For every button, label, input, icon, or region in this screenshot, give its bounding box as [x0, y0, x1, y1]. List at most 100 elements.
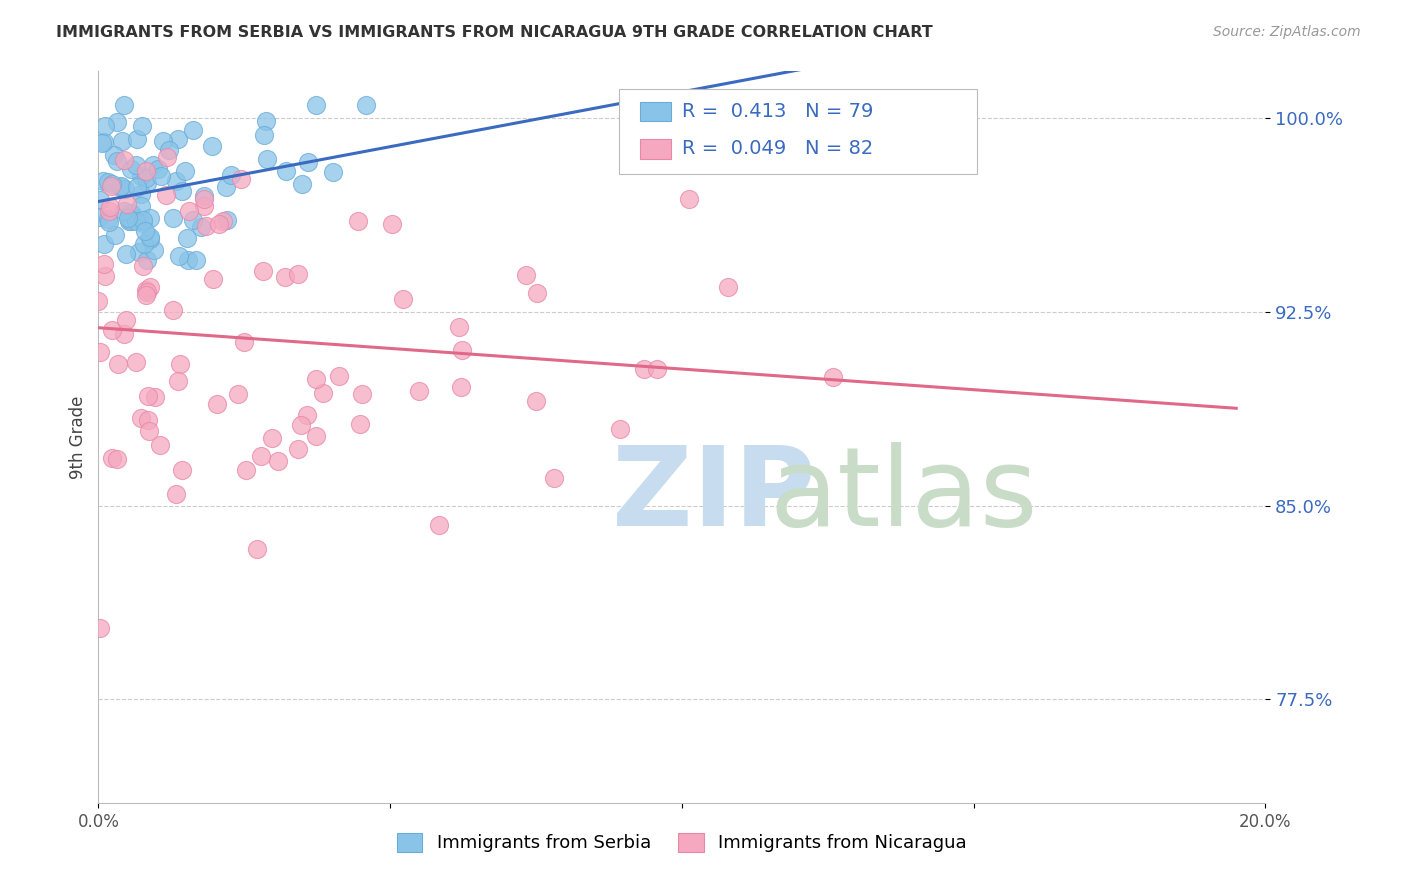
Point [89, 621, 111, 635]
Point [205, 397, 228, 411]
Point [169, 357, 191, 371]
Point [115, 246, 138, 260]
Point [94, 119, 117, 133]
Point [162, 211, 184, 225]
Point [184, 253, 207, 268]
Point [717, 280, 740, 294]
Point [89, 193, 111, 207]
Point [253, 128, 276, 142]
Point [165, 487, 187, 501]
Point [157, 143, 180, 157]
Point [105, 115, 128, 129]
Point [305, 372, 328, 386]
Point [427, 517, 450, 532]
Point [110, 178, 132, 193]
Point [208, 217, 231, 231]
Point [142, 158, 165, 172]
Point [121, 207, 143, 221]
Point [103, 148, 125, 162]
Point [101, 450, 124, 465]
Point [112, 98, 135, 112]
Point [256, 153, 278, 167]
Point [152, 134, 174, 148]
Point [290, 418, 312, 433]
Point [201, 271, 224, 285]
Point [146, 162, 169, 177]
Point [100, 323, 122, 337]
Point [136, 413, 159, 427]
Text: IMMIGRANTS FROM SERBIA VS IMMIGRANTS FROM NICARAGUA 9TH GRADE CORRELATION CHART: IMMIGRANTS FROM SERBIA VS IMMIGRANTS FRO… [56, 25, 934, 40]
Point [128, 244, 150, 259]
Point [226, 387, 249, 401]
Point [132, 259, 155, 273]
Point [105, 153, 128, 168]
Point [322, 165, 344, 179]
Point [107, 358, 129, 372]
Point [177, 253, 200, 268]
Point [150, 169, 173, 183]
Point [114, 182, 136, 196]
Point [451, 343, 474, 357]
Point [149, 438, 172, 452]
Point [117, 211, 139, 225]
Point [391, 292, 413, 306]
Point [215, 180, 238, 194]
Point [143, 243, 166, 257]
Point [274, 269, 297, 284]
Point [91, 174, 114, 188]
Point [93, 257, 115, 271]
Point [193, 189, 215, 203]
Point [170, 184, 193, 198]
Point [139, 280, 162, 294]
Point [131, 199, 153, 213]
Point [287, 442, 309, 456]
Point [181, 212, 204, 227]
Text: Source: ZipAtlas.com: Source: ZipAtlas.com [1213, 25, 1361, 39]
Point [174, 163, 197, 178]
Point [524, 393, 547, 408]
Point [125, 214, 148, 228]
Point [120, 161, 142, 176]
Point [526, 286, 548, 301]
Point [354, 98, 377, 112]
Text: R =  0.413   N = 79: R = 0.413 N = 79 [682, 102, 873, 121]
Point [821, 370, 844, 384]
Point [295, 409, 318, 423]
Point [311, 386, 333, 401]
Point [167, 249, 190, 263]
Point [97, 212, 120, 227]
Point [346, 214, 368, 228]
Point [381, 217, 404, 231]
Point [120, 214, 142, 228]
Point [212, 213, 235, 227]
Point [181, 123, 204, 137]
Point [170, 463, 193, 477]
Point [305, 429, 328, 443]
Point [98, 204, 121, 219]
Text: ZIP: ZIP [612, 442, 815, 549]
Point [167, 374, 190, 388]
Point [217, 213, 239, 227]
Point [235, 463, 257, 477]
Point [201, 139, 224, 153]
Point [252, 264, 274, 278]
Point [447, 320, 470, 334]
Point [287, 267, 309, 281]
Point [136, 253, 159, 268]
Point [515, 268, 537, 283]
Y-axis label: 9th Grade: 9th Grade [69, 395, 87, 479]
Point [129, 186, 152, 201]
Point [131, 216, 153, 230]
Text: atlas: atlas [769, 442, 1038, 549]
Point [633, 362, 655, 376]
Point [114, 313, 136, 327]
Point [232, 334, 254, 349]
Point [125, 158, 148, 172]
Point [93, 136, 115, 150]
Point [132, 237, 155, 252]
Point [543, 471, 565, 485]
Point [93, 236, 115, 251]
Point [254, 113, 277, 128]
Point [105, 452, 128, 467]
Point [101, 177, 124, 191]
